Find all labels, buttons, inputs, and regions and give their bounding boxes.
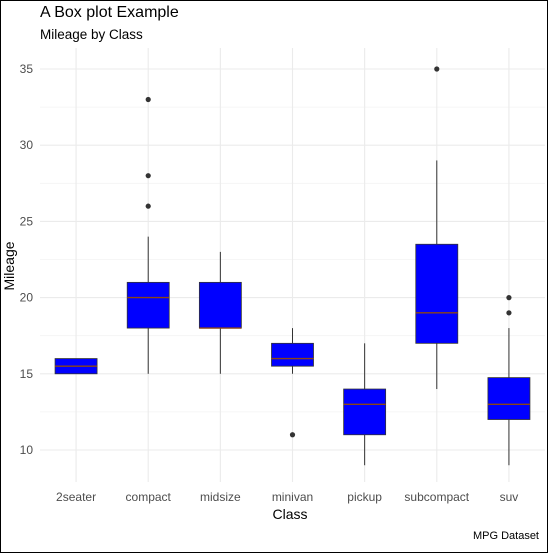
chart-subtitle: Mileage by Class <box>40 27 143 42</box>
x-tick-label: pickup <box>347 490 382 504</box>
y-axis-ticks: 10 15 20 25 30 35 <box>20 62 34 457</box>
outlier-point <box>145 203 151 209</box>
x-tick-label: midsize <box>200 490 241 504</box>
outlier-point <box>289 432 296 438</box>
outlier-point <box>434 66 440 72</box>
x-axis-ticks: 2seater compact midsize minivan pickup subcom… <box>56 490 518 504</box>
x-tick-label: suv <box>500 490 519 504</box>
box-compact <box>126 96 170 374</box>
y-tick-label: 25 <box>20 214 34 228</box>
y-axis-label: Mileage <box>1 241 17 290</box>
y-tick-label: 10 <box>20 443 34 457</box>
x-tick-label: 2seater <box>56 490 96 504</box>
y-tick-label: 35 <box>20 62 34 76</box>
x-tick-label: minivan <box>272 490 313 504</box>
boxes-layer <box>54 66 531 466</box>
box-rect <box>415 243 459 344</box>
chart-title: A Box plot Example <box>40 4 179 21</box>
box-pickup <box>343 343 387 466</box>
y-tick-label: 15 <box>20 367 34 381</box>
box-suv <box>487 295 531 466</box>
box-rect <box>487 377 531 420</box>
x-axis-label: Class <box>272 506 307 522</box>
x-tick-label: subcompact <box>404 490 469 504</box>
outlier-point <box>145 96 151 103</box>
box-rect <box>271 342 314 367</box>
box-subcompact <box>415 66 459 390</box>
outlier-point <box>145 173 151 179</box>
box-2seater <box>54 358 98 375</box>
y-tick-label: 20 <box>20 291 34 305</box>
outlier-point <box>506 310 512 316</box>
box-rect <box>198 281 242 329</box>
chart-caption: MPG Dataset <box>473 530 539 542</box>
box-midsize <box>198 251 242 374</box>
major-gridlines <box>40 48 545 482</box>
box-minivan <box>271 328 314 438</box>
box-rect <box>126 281 170 329</box>
box-rect <box>343 388 387 436</box>
outlier-point <box>506 295 512 301</box>
y-tick-label: 30 <box>20 138 34 152</box>
x-tick-label: compact <box>126 490 172 504</box>
